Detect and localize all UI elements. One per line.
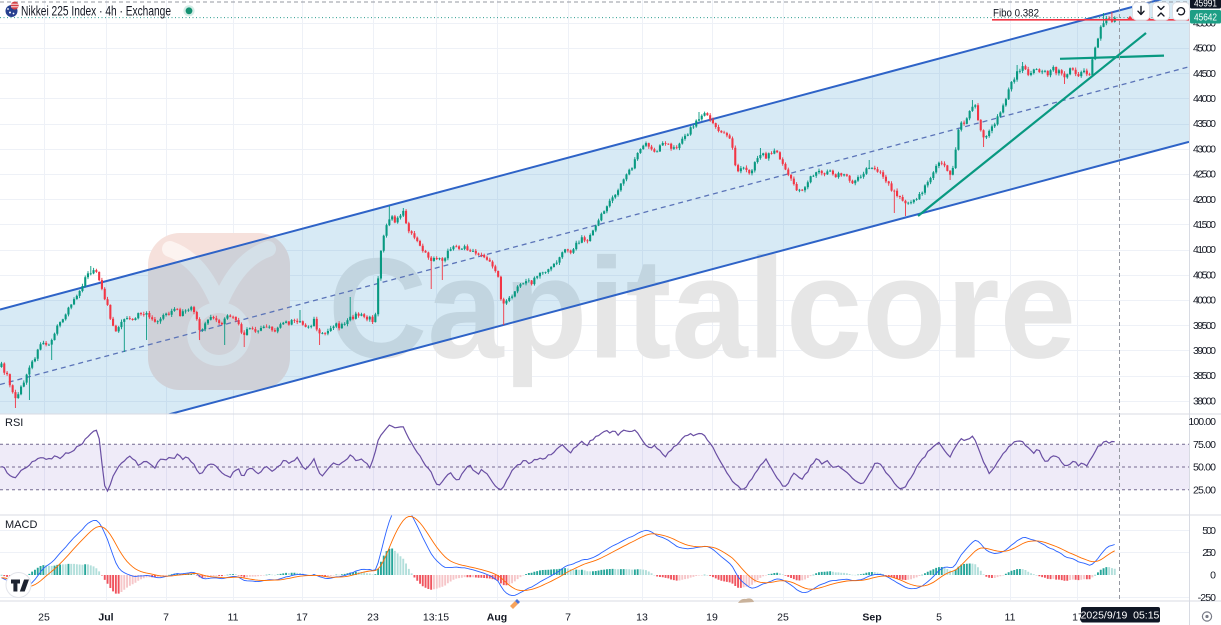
svg-text:45000: 45000 bbox=[1193, 43, 1216, 55]
svg-text:42000: 42000 bbox=[1193, 194, 1216, 206]
svg-text:41000: 41000 bbox=[1193, 244, 1216, 256]
svg-text:Sep: Sep bbox=[862, 612, 881, 624]
svg-text:39000: 39000 bbox=[1193, 345, 1216, 357]
svg-text:25: 25 bbox=[38, 612, 50, 624]
svg-text:11: 11 bbox=[228, 612, 239, 624]
svg-text:43000: 43000 bbox=[1193, 143, 1216, 155]
svg-text:19: 19 bbox=[706, 612, 718, 624]
svg-text:17: 17 bbox=[296, 612, 308, 624]
svg-text:-250: -250 bbox=[1198, 592, 1217, 604]
svg-text:38000: 38000 bbox=[1193, 395, 1216, 407]
svg-text:17: 17 bbox=[1072, 612, 1084, 624]
svg-text:45642: 45642 bbox=[1194, 12, 1217, 24]
svg-text:RSI: RSI bbox=[5, 417, 23, 429]
svg-text:250: 250 bbox=[1202, 547, 1216, 559]
svg-text:100.00: 100.00 bbox=[1188, 416, 1216, 428]
svg-text:7: 7 bbox=[163, 612, 169, 624]
svg-text:43500: 43500 bbox=[1193, 118, 1216, 130]
svg-text:Jul: Jul bbox=[98, 612, 113, 624]
svg-text:40500: 40500 bbox=[1193, 269, 1216, 281]
svg-text:40000: 40000 bbox=[1193, 295, 1216, 307]
svg-text:Aug: Aug bbox=[487, 612, 507, 624]
svg-text:Capitalcore: Capitalcore bbox=[328, 230, 1076, 389]
svg-text:5: 5 bbox=[936, 612, 942, 624]
svg-text:25: 25 bbox=[777, 612, 789, 624]
svg-text:Nikkei 225 Index · 4h · Exchan: Nikkei 225 Index · 4h · Exchange bbox=[21, 4, 171, 19]
svg-text:44500: 44500 bbox=[1193, 68, 1216, 80]
svg-text:45991: 45991 bbox=[1194, 0, 1217, 10]
svg-text:0: 0 bbox=[1210, 570, 1216, 582]
svg-text:2025/9/19 05:15: 2025/9/19 05:15 bbox=[1081, 610, 1160, 622]
svg-text:13: 13 bbox=[636, 612, 648, 624]
svg-text:75.00: 75.00 bbox=[1193, 439, 1216, 451]
svg-text:500: 500 bbox=[1202, 525, 1216, 537]
svg-text:50.00: 50.00 bbox=[1193, 462, 1216, 474]
svg-text:39500: 39500 bbox=[1193, 320, 1216, 332]
svg-text:Fibo 0.382: Fibo 0.382 bbox=[993, 8, 1039, 20]
svg-text:42500: 42500 bbox=[1193, 169, 1216, 181]
svg-text:MACD: MACD bbox=[5, 519, 37, 531]
svg-text:38500: 38500 bbox=[1193, 370, 1216, 382]
svg-text:13:15: 13:15 bbox=[423, 612, 449, 624]
svg-text:11: 11 bbox=[1005, 612, 1016, 624]
svg-text:44000: 44000 bbox=[1193, 93, 1216, 105]
svg-text:41500: 41500 bbox=[1193, 219, 1216, 231]
svg-text:7: 7 bbox=[565, 612, 571, 624]
svg-text:23: 23 bbox=[367, 612, 379, 624]
svg-text:25.00: 25.00 bbox=[1193, 484, 1216, 496]
